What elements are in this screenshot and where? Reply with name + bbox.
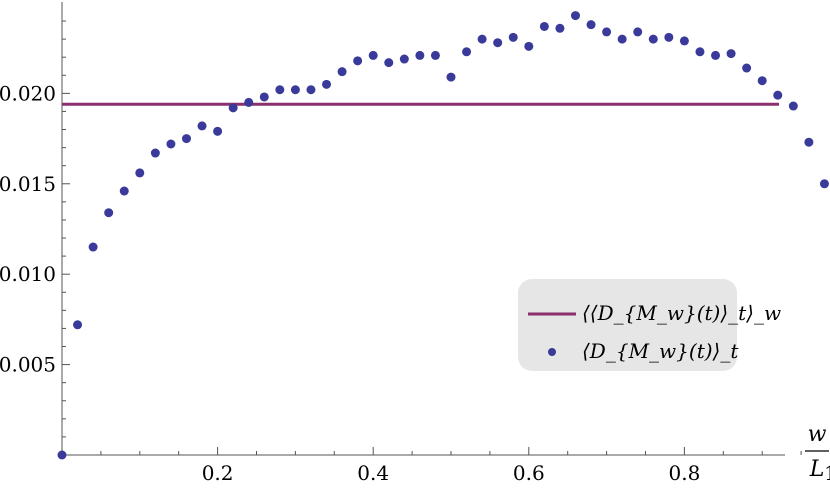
data-point	[73, 320, 83, 330]
data-point	[695, 47, 705, 57]
y-tick-label: 0.010	[0, 262, 56, 286]
data-point	[368, 50, 378, 60]
data-point	[555, 23, 565, 33]
data-point	[539, 21, 549, 31]
data-point	[633, 27, 643, 37]
data-point	[228, 103, 238, 113]
x-tick-label: 0.4	[357, 461, 389, 485]
data-point	[104, 208, 114, 218]
tick-labels: 0.2 0.4 0.6 0.8 1.0 0.005 0.010 0.015 0.020	[0, 81, 830, 485]
x-tick-label: 0.2	[202, 461, 234, 485]
data-point	[742, 63, 752, 73]
data-point	[586, 20, 596, 30]
data-point	[602, 27, 612, 37]
data-point	[197, 121, 207, 131]
data-point	[166, 139, 176, 149]
legend-point-label: ⟨D_{M_w}(t)⟩_t	[582, 339, 739, 363]
y-tick-label: 0.020	[0, 81, 56, 105]
data-point	[726, 49, 736, 59]
data-point	[477, 34, 487, 44]
y-tick-label: 0.005	[0, 353, 56, 377]
data-point	[617, 34, 627, 44]
data-point	[290, 85, 300, 95]
x-axis-label: w L	[805, 422, 829, 482]
axes	[61, 2, 785, 456]
legend-point-swatch	[548, 348, 556, 356]
data-point	[788, 101, 798, 111]
data-point	[181, 134, 191, 144]
data-point	[679, 36, 689, 46]
data-point	[711, 50, 721, 60]
tick-marks	[62, 20, 802, 455]
data-point	[508, 32, 518, 42]
data-point	[337, 67, 347, 77]
data-point	[213, 126, 223, 136]
data-point	[150, 148, 160, 158]
data-point	[524, 41, 534, 51]
x-tick-label: 0.8	[668, 461, 700, 485]
data-point	[135, 168, 145, 178]
data-point	[322, 79, 332, 89]
y-tick-label: 0.015	[0, 172, 56, 196]
data-point	[819, 179, 829, 189]
data-point	[430, 50, 440, 60]
data-point	[664, 32, 674, 42]
data-points	[57, 11, 829, 460]
x-axis-label-denominator: L	[809, 457, 825, 482]
data-point	[244, 97, 254, 107]
data-point	[415, 50, 425, 60]
data-point	[757, 76, 767, 86]
data-point	[259, 92, 269, 102]
x-tick-label: 0.6	[513, 461, 545, 485]
data-point	[306, 85, 316, 95]
data-point	[275, 85, 285, 95]
data-point	[773, 90, 783, 100]
data-point	[57, 450, 67, 460]
data-point	[119, 186, 129, 196]
data-point	[493, 38, 503, 48]
data-point	[384, 58, 394, 68]
data-point	[570, 11, 580, 21]
data-point	[648, 34, 658, 44]
data-point	[88, 242, 98, 252]
x-axis-label-numerator: w	[808, 422, 827, 447]
data-point	[804, 137, 814, 147]
legend-box	[518, 279, 737, 371]
x-tick-label: 1.0	[824, 461, 830, 485]
data-point	[446, 72, 456, 82]
legend: ⟨⟨D_{M_w}(t)⟩_t⟩_w ⟨D_{M_w}(t)⟩_t	[518, 279, 781, 371]
data-point	[399, 54, 409, 64]
data-point	[462, 47, 472, 57]
legend-line-label: ⟨⟨D_{M_w}(t)⟩_t⟩_w	[582, 301, 781, 325]
data-point	[353, 56, 363, 66]
